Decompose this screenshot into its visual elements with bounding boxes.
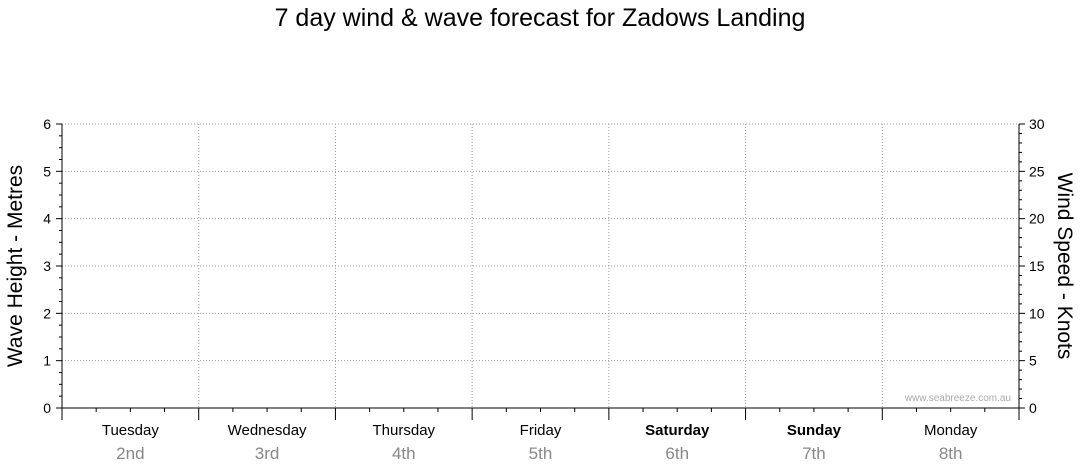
x-day-name-label: Monday — [924, 422, 978, 439]
y-left-tick-label: 2 — [43, 305, 51, 321]
x-day-name-label: Friday — [520, 422, 562, 439]
x-day-date-label: 6th — [665, 444, 689, 463]
y-left-tick-label: 6 — [43, 116, 51, 132]
label-layer: 0 1 2 3 4 5 6 0 5 10 15 20 25 30 Tuesday 2nd Wednesday 3r… — [43, 116, 1045, 463]
y-left-tick-label: 1 — [43, 353, 51, 369]
chart-title: 7 day wind & wave forecast for Zadows La… — [274, 4, 806, 32]
x-day-name-label: Saturday — [645, 422, 710, 439]
y-left-tick-label: 5 — [43, 163, 51, 179]
x-day-name-label: Wednesday — [228, 422, 307, 439]
x-day-date-label: 2nd — [116, 444, 144, 463]
watermark: www.seabreeze.com.au — [904, 393, 1011, 404]
y-axis-left-label: Wave Height - Metres — [4, 165, 27, 367]
x-day-date-label: 8th — [939, 444, 963, 463]
axis-layer — [56, 123, 1025, 420]
y-left-tick-label: 0 — [43, 400, 51, 416]
y-right-tick-label: 30 — [1029, 116, 1045, 132]
x-day-date-label: 4th — [392, 444, 416, 463]
x-day-name-label: Sunday — [787, 422, 842, 439]
x-day-date-label: 7th — [802, 444, 826, 463]
x-day-date-label: 5th — [529, 444, 553, 463]
y-left-tick-label: 3 — [43, 258, 51, 274]
y-right-tick-label: 10 — [1029, 305, 1045, 321]
x-day-name-label: Thursday — [373, 422, 436, 439]
y-left-tick-label: 4 — [43, 211, 51, 227]
y-right-tick-label: 5 — [1029, 353, 1037, 369]
y-axis-right-label: Wind Speed - Knots — [1053, 173, 1076, 360]
y-right-tick-label: 0 — [1029, 400, 1037, 416]
grid-layer — [62, 123, 1019, 408]
x-day-date-label: 3rd — [255, 444, 280, 463]
y-right-tick-label: 15 — [1029, 258, 1045, 274]
y-right-tick-label: 20 — [1029, 211, 1045, 227]
y-right-tick-label: 25 — [1029, 163, 1045, 179]
x-day-name-label: Tuesday — [102, 422, 159, 439]
